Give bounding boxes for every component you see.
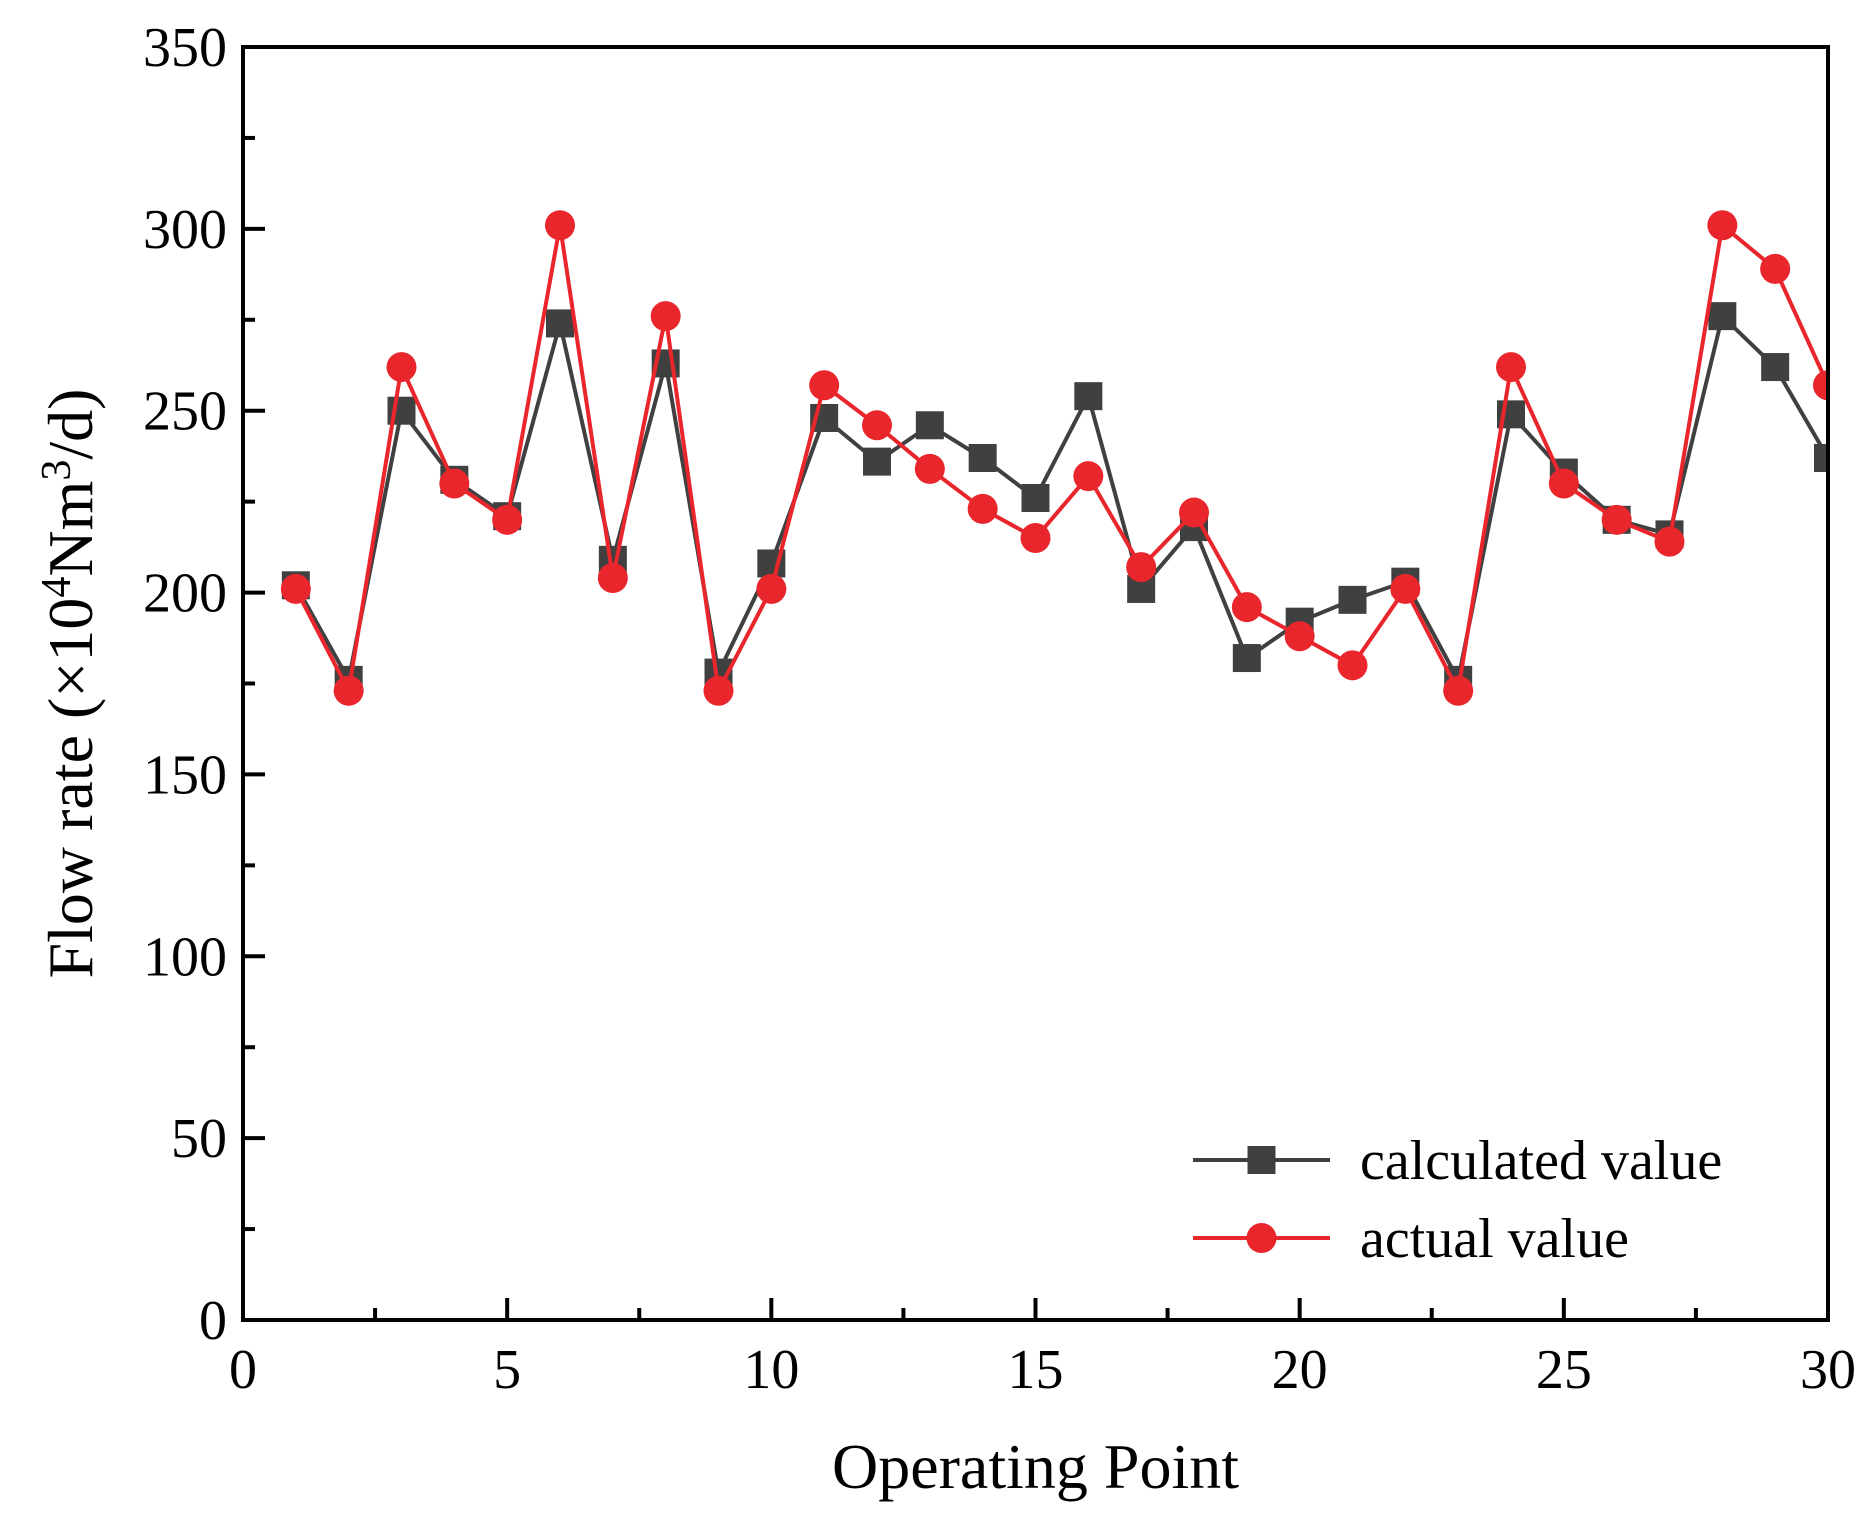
data-point-circle: [1601, 504, 1632, 535]
data-point-square: [1338, 585, 1367, 614]
data-point-square: [1814, 443, 1828, 472]
data-point-circle: [756, 573, 787, 604]
x-tick-label: 15: [1008, 1339, 1064, 1401]
data-point-circle: [1126, 552, 1157, 583]
x-tick-label: 10: [743, 1339, 799, 1401]
data-point-circle: [280, 573, 311, 604]
data-point-circle: [1337, 650, 1368, 681]
data-point-circle: [1760, 253, 1791, 284]
data-point-square: [1708, 302, 1737, 331]
x-tick-label: 30: [1800, 1339, 1856, 1401]
y-tick-label: 150: [143, 744, 227, 806]
series-actual-value: [280, 210, 1828, 706]
data-point-circle: [1020, 523, 1051, 554]
data-point-circle: [545, 210, 575, 241]
data-point-square: [1074, 382, 1103, 411]
legend-marker: [1247, 1146, 1276, 1174]
series-line: [294, 223, 1828, 693]
data-point-circle: [1548, 468, 1579, 499]
y-tick-label: 200: [143, 563, 227, 625]
data-point-circle: [1496, 352, 1526, 383]
data-point-circle: [809, 370, 840, 401]
x-tick-label: 20: [1272, 1339, 1328, 1401]
data-point-circle: [650, 301, 681, 332]
y-axis-title-part1: Flow rate (×10: [35, 598, 106, 979]
data-point-circle: [1284, 621, 1315, 652]
y-tick-label: 50: [171, 1108, 227, 1170]
data-point-circle: [386, 352, 417, 383]
data-point-circle: [439, 468, 470, 499]
legend-item: actual value: [1193, 1208, 1629, 1270]
y-axis-title-part2: Nm: [35, 481, 106, 577]
data-point-square: [1021, 484, 1050, 513]
legend-item: calculated value: [1193, 1130, 1722, 1192]
data-point-circle: [597, 563, 628, 594]
legend-marker: [1246, 1223, 1277, 1253]
y-tick-label: 100: [143, 926, 227, 988]
data-point-square: [1761, 353, 1790, 382]
series-calculated-value: [281, 302, 1828, 694]
series-line: [294, 314, 1828, 682]
data-point-circle: [1390, 573, 1421, 604]
legend: calculated value actual value: [1193, 1130, 1722, 1270]
data-point-circle: [914, 453, 945, 484]
data-point-circle: [1443, 675, 1474, 706]
data-point-circle: [333, 675, 364, 706]
y-tick-label: 0: [199, 1290, 227, 1352]
data-point-circle: [1073, 461, 1104, 492]
data-point-circle: [1813, 370, 1828, 401]
y-axis-title-sup1: 4: [34, 577, 80, 598]
y-axis-title-sup2: 3: [34, 460, 80, 481]
series-layer: [280, 210, 1828, 706]
x-tick-label: 0: [229, 1339, 257, 1401]
x-tick-label: 25: [1536, 1339, 1592, 1401]
y-tick-label: 250: [143, 381, 227, 443]
y-tick-label: 300: [143, 199, 227, 261]
data-point-circle: [862, 410, 892, 441]
data-point-circle: [967, 493, 998, 524]
data-point-square: [968, 443, 997, 472]
data-point-circle: [1707, 210, 1738, 241]
data-point-square: [915, 411, 944, 440]
data-point-circle: [1654, 526, 1685, 557]
data-point-circle: [1179, 497, 1209, 528]
data-point-circle: [703, 675, 734, 706]
y-axis-title-part3: /d): [35, 389, 106, 460]
y-tick-label: 350: [143, 17, 227, 79]
x-tick-label: 5: [493, 1339, 521, 1401]
x-axis-title: Operating Point: [832, 1431, 1239, 1502]
legend-label: calculated value: [1360, 1130, 1722, 1192]
data-point-square: [863, 447, 891, 476]
data-point-circle: [1231, 592, 1262, 623]
legend-label: actual value: [1360, 1208, 1629, 1270]
plot-frame: [241, 45, 1830, 1322]
data-point-square: [1232, 644, 1261, 673]
data-point-square: [546, 309, 574, 338]
data-point-circle: [492, 504, 523, 535]
y-axis-title: Flow rate (×104Nm3/d): [34, 389, 106, 979]
